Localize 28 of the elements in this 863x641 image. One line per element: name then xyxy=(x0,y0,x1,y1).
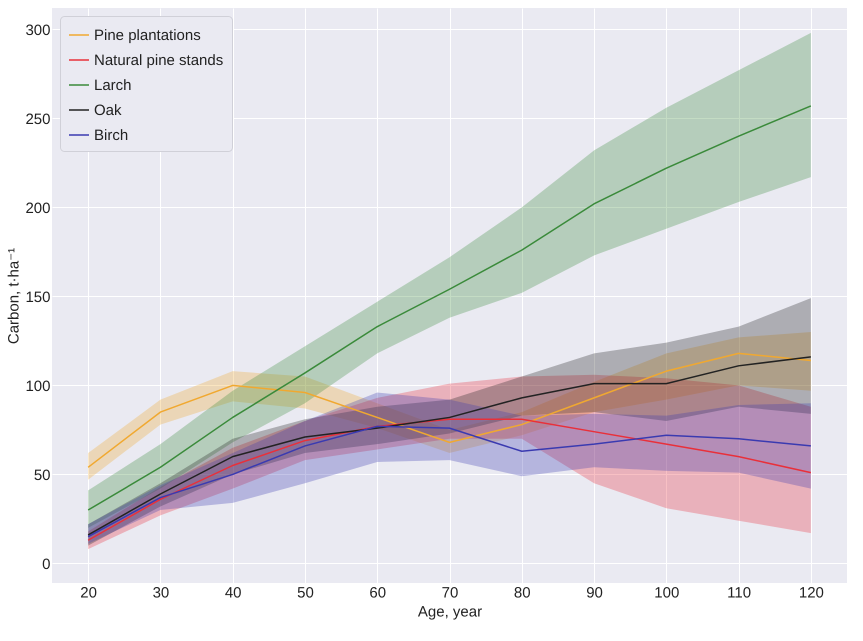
y-tick-label: 300 xyxy=(25,22,50,39)
x-tick-label: 70 xyxy=(442,584,458,602)
x-axis-title: Age, year xyxy=(418,604,482,620)
y-tick-label: 150 xyxy=(25,288,50,306)
legend-label: Larch xyxy=(94,77,132,94)
legend-label: Oak xyxy=(94,102,122,119)
y-tick-label: 250 xyxy=(25,110,50,128)
y-tick-label: 50 xyxy=(34,466,50,484)
y-axis-title: Carbon, t·ha⁻¹ xyxy=(5,248,22,344)
line-series xyxy=(87,352,812,468)
x-tick-label: 100 xyxy=(654,584,680,602)
line-series xyxy=(87,105,812,511)
line-series xyxy=(87,356,812,536)
legend-label: Natural pine stands xyxy=(94,52,224,69)
y-tick-label: 0 xyxy=(42,556,50,573)
y-tick-label: 200 xyxy=(25,200,50,217)
x-tick-label: 50 xyxy=(297,584,314,602)
x-tick-label: 30 xyxy=(152,584,170,602)
x-tick-label: 20 xyxy=(80,584,97,602)
x-tick-label: 80 xyxy=(514,584,531,602)
x-tick-label: 120 xyxy=(798,584,824,602)
x-tick-label: 40 xyxy=(224,584,242,602)
y-tick-label: 100 xyxy=(25,378,50,395)
x-tick-label: 60 xyxy=(369,584,386,602)
legend-label: Birch xyxy=(94,127,128,144)
legend-label: Pine plantations xyxy=(94,27,201,44)
x-tick-label: 110 xyxy=(727,584,752,602)
x-tick-label: 90 xyxy=(586,584,603,602)
